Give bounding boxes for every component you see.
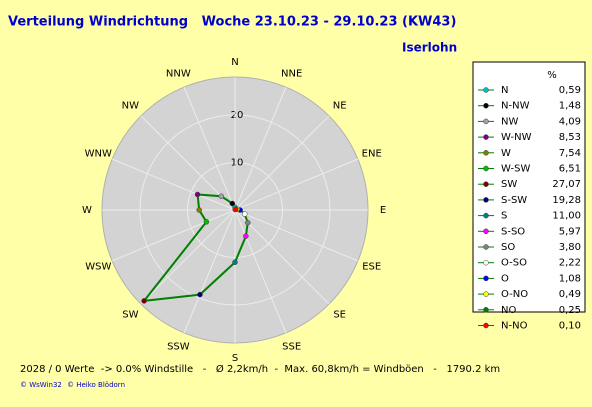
legend-marker <box>483 134 489 140</box>
legend-label: O <box>501 273 509 284</box>
legend-box <box>472 61 586 313</box>
legend-label: O-NO <box>501 289 528 300</box>
axis-label: SSW <box>167 342 190 353</box>
axis-label: N <box>231 57 238 68</box>
r-tick-label: 20 <box>231 110 244 121</box>
legend-value: 0,10 <box>559 321 581 332</box>
legend-value: 19,28 <box>552 195 581 206</box>
legend-value: 7,54 <box>559 148 581 159</box>
legend-label: N-NO <box>501 321 528 332</box>
spoke <box>234 115 330 211</box>
axis-label: NE <box>333 100 347 111</box>
legend-value: 11,00 <box>552 211 581 222</box>
legend-value: 4,09 <box>559 116 581 127</box>
legend-value: 6,51 <box>559 164 581 175</box>
axis-label: WSW <box>85 262 111 273</box>
axis-label: W <box>82 205 92 216</box>
legend-label: SW <box>501 179 517 190</box>
legend-marker <box>483 259 489 266</box>
axis-label: SSE <box>282 342 301 353</box>
credit: © Heiko Blödorn <box>67 381 125 389</box>
axis-label: NW <box>122 100 139 111</box>
legend-value: 2,22 <box>559 258 581 269</box>
spoke <box>234 209 359 262</box>
legend-label: S <box>501 211 507 222</box>
legend-marker <box>483 150 489 156</box>
chart-subtitle: Iserlohn <box>402 41 457 55</box>
legend-marker <box>483 118 489 125</box>
legend-label: N-NW <box>501 101 530 112</box>
legend-label: W-SW <box>501 164 530 175</box>
data-point <box>196 207 202 213</box>
legend-marker <box>483 87 489 93</box>
spoke <box>183 86 236 211</box>
legend-value: 5,97 <box>559 226 581 237</box>
axis-label: NNE <box>281 68 302 79</box>
data-point <box>194 191 201 198</box>
spoke <box>111 209 236 262</box>
legend-value: 1,48 <box>559 101 581 112</box>
legend-value: 0,59 <box>559 85 581 96</box>
legend-label: N <box>501 85 508 96</box>
data-point <box>232 259 238 265</box>
data-point <box>241 211 248 217</box>
legend-label: O-SO <box>501 258 527 269</box>
data-point <box>243 233 249 239</box>
axis-label: E <box>380 205 386 216</box>
data-point <box>203 219 210 225</box>
legend-value: 3,80 <box>559 242 581 253</box>
r-tick-label: 10 <box>231 158 244 169</box>
axis-label: SE <box>333 310 346 321</box>
legend-label: NW <box>501 116 518 127</box>
legend-label: W <box>501 148 511 159</box>
data-point <box>197 291 203 298</box>
legend-label: NO <box>501 305 516 316</box>
legend-label: SO <box>501 242 515 253</box>
spoke <box>234 86 287 211</box>
spoke <box>234 209 287 334</box>
axis-label: SW <box>122 310 138 321</box>
legend-marker <box>483 275 489 282</box>
data-point <box>218 193 225 200</box>
spoke <box>111 158 236 211</box>
legend-marker <box>483 228 489 235</box>
axis-label: ESE <box>362 262 381 273</box>
data-point <box>229 200 236 207</box>
legend-marker <box>483 307 489 313</box>
legend-title: % <box>547 70 557 81</box>
axis-label: NNW <box>166 68 191 79</box>
legend-value: 8,53 <box>559 132 581 143</box>
spoke <box>234 209 330 305</box>
legend-label: S-SW <box>501 195 527 206</box>
legend-label: W-NW <box>501 132 532 143</box>
legend-value: 0,25 <box>559 305 581 316</box>
legend-marker <box>483 181 489 187</box>
legend-marker <box>483 165 489 172</box>
legend-value: 0,49 <box>559 289 581 300</box>
legend-marker <box>483 212 489 219</box>
legend-marker <box>483 244 489 250</box>
data-point <box>232 206 238 213</box>
axis-label: ENE <box>362 148 382 159</box>
legend-marker <box>483 197 489 203</box>
credit: © WsWin32 <box>20 381 62 389</box>
legend-marker <box>483 102 489 109</box>
footer: 2028 / 0 Werte -> 0.0% Windstille - Ø 2,… <box>20 363 500 375</box>
legend-marker <box>483 291 489 297</box>
spoke <box>140 209 236 305</box>
data-point <box>141 298 147 304</box>
spoke <box>234 158 359 211</box>
axis-label: S <box>232 353 238 364</box>
data-point <box>245 220 251 226</box>
axis-label: WNW <box>85 148 112 159</box>
legend-value: 1,08 <box>559 273 581 284</box>
legend-label: S-SO <box>501 226 525 237</box>
legend-marker <box>483 322 489 329</box>
chart-title: Verteilung Windrichtung Woche 23.10.23 -… <box>8 15 456 30</box>
spoke <box>183 209 236 334</box>
legend-value: 27,07 <box>552 179 581 190</box>
